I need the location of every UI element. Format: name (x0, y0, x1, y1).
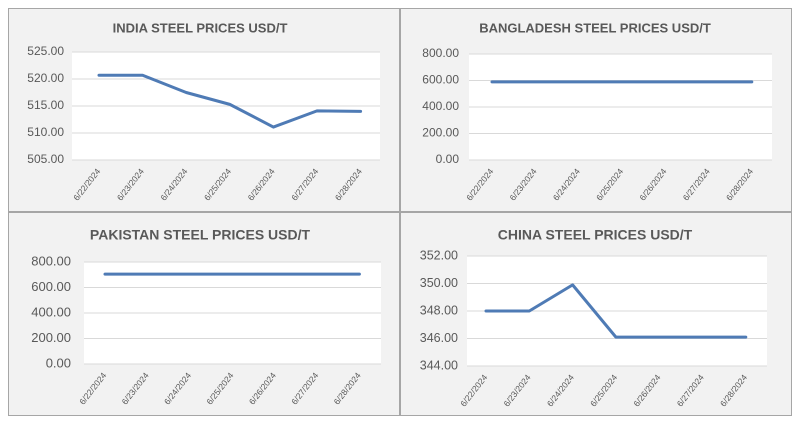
y-tick-label: 0.00 (46, 355, 71, 370)
chart-title: CHINA STEEL PRICES USD/T (498, 227, 693, 243)
y-tick-label: 520.00 (27, 71, 64, 85)
chart-panel-2: BANGLADESH STEEL PRICES USD/T 800.00 600.0… (400, 8, 792, 212)
y-tick-label: 800.00 (422, 46, 459, 60)
y-tick-label: 515.00 (27, 98, 64, 112)
chart-panel-3: PAKISTAN STEEL PRICES USD/T 800.00 600.00 4… (8, 212, 400, 416)
y-tick-label: 525.00 (27, 44, 64, 58)
chart-title: INDIA STEEL PRICES USD/T (113, 20, 288, 35)
y-tick-label: 510.00 (27, 125, 64, 139)
y-tick-label: 200.00 (31, 330, 71, 345)
chart-panel-4: CHINA STEEL PRICES USD/T 352.00 350.00 348.… (400, 212, 792, 416)
y-tick-label: 800.00 (31, 253, 71, 268)
chart-title: BANGLADESH STEEL PRICES USD/T (479, 20, 711, 35)
y-tick-label: 600.00 (31, 279, 71, 294)
y-tick-label: 344.00 (420, 358, 458, 372)
y-tick-label: 0.00 (436, 152, 460, 166)
y-tick-label: 352.00 (420, 248, 458, 262)
y-tick-label: 346.00 (420, 331, 458, 345)
chart-title: PAKISTAN STEEL PRICES USD/T (90, 227, 311, 243)
y-tick-label: 348.00 (420, 303, 458, 317)
y-tick-label: 600.00 (422, 73, 459, 87)
y-tick-label: 505.00 (27, 152, 64, 166)
chart-panel-1: INDIA STEEL PRICES USD/T 525.00 520.00 515.… (8, 8, 400, 212)
y-tick-label: 350.00 (420, 276, 458, 290)
y-tick-label: 400.00 (31, 304, 71, 319)
y-tick-label: 400.00 (422, 99, 459, 113)
y-tick-label: 200.00 (422, 126, 459, 140)
